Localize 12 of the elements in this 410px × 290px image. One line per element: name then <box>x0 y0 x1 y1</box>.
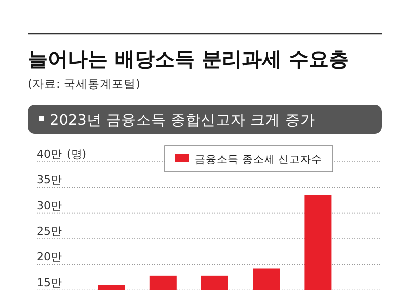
chart-title: 늘어나는 배당소득 분리과세 수요층 <box>28 47 349 71</box>
text: 2023년 금융소득 종합신고자 크게 증가 <box>50 113 316 129</box>
y-tick-label: 20만 <box>37 250 62 264</box>
y-axis-title: (명) <box>67 148 87 161</box>
y-tick-label: 30만 <box>37 199 62 212</box>
y-tick-label: 15만 <box>37 276 62 290</box>
chart-subtitle: (자료: 국세통계포털) <box>28 77 141 91</box>
y-tick-label: 35만 <box>37 174 62 187</box>
legend-label: 금융소득 종소세 신고자수 <box>195 154 323 166</box>
y-tick-label: 25만 <box>37 224 62 238</box>
y-tick-label: 40만 <box>37 148 62 161</box>
legend: 금융소득 종소세 신고자수 <box>164 146 334 172</box>
